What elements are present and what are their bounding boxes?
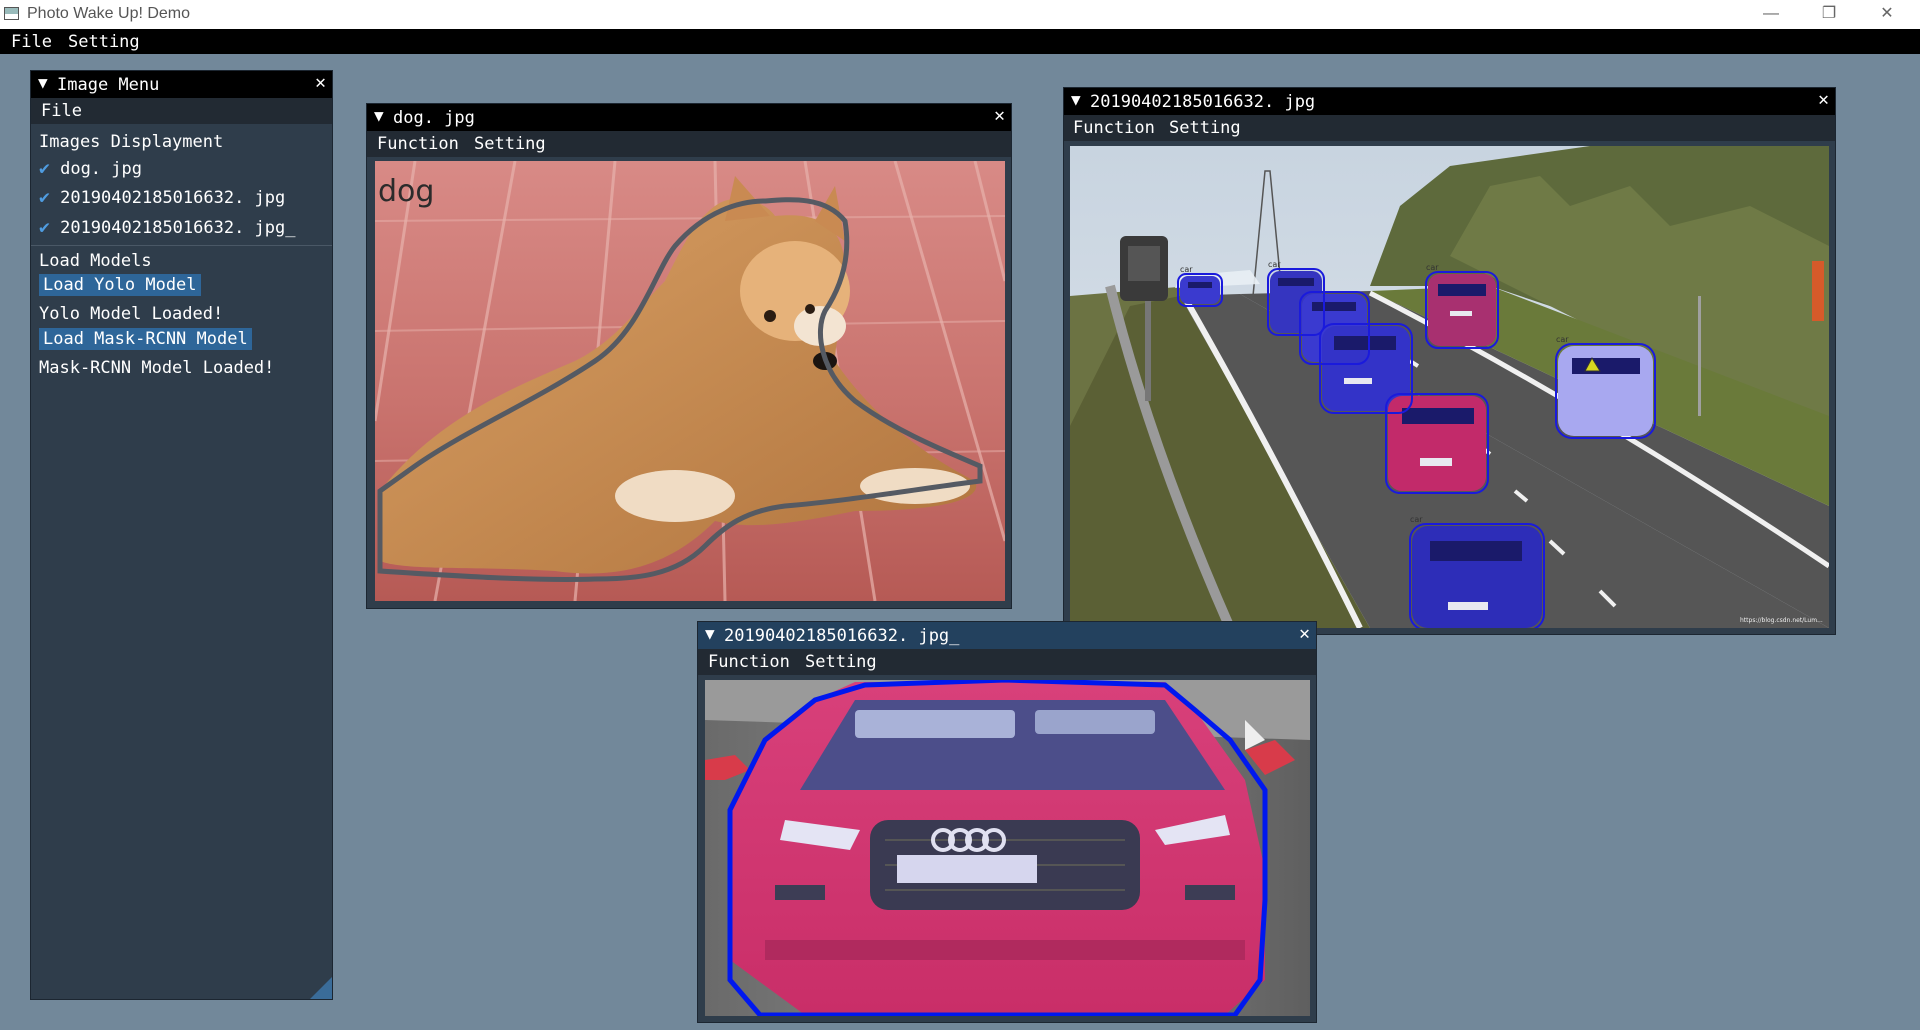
- image-item-traffic[interactable]: ✔ 20190402185016632. jpg: [39, 187, 285, 208]
- window-menu-bar: Function Setting: [698, 649, 1316, 675]
- detection-label: dog: [378, 174, 434, 209]
- panel-menu-bar: File: [31, 98, 332, 124]
- main-menu-bar: File Setting: [0, 29, 1920, 54]
- panel-menu-file[interactable]: File: [41, 101, 82, 121]
- window-title-bar[interactable]: ▼ 20190402185016632. jpg_ ✕: [698, 622, 1316, 649]
- menu-function[interactable]: Function: [377, 134, 459, 154]
- window-title: 20190402185016632. jpg: [1090, 92, 1316, 112]
- collapse-triangle-icon[interactable]: ▼: [38, 73, 48, 92]
- close-icon[interactable]: ✕: [1299, 623, 1310, 644]
- dog-image-window: ▼ dog. jpg ✕ Function Setting: [366, 103, 1012, 609]
- dog-image: dog: [375, 161, 1005, 601]
- images-header: Images Displayment: [39, 132, 224, 152]
- close-icon[interactable]: ✕: [1818, 89, 1829, 110]
- load-yolo-button[interactable]: Load Yolo Model: [39, 274, 201, 296]
- checkmark-icon: ✔: [39, 158, 50, 179]
- mask-rcnn-status: Mask-RCNN Model Loaded!: [39, 358, 275, 378]
- image-item-label: 20190402185016632. jpg: [60, 188, 286, 208]
- window-title: 20190402185016632. jpg_: [724, 626, 960, 646]
- close-icon[interactable]: ✕: [994, 105, 1005, 126]
- window-menu-bar: Function Setting: [1064, 115, 1835, 141]
- image-item-label: 20190402185016632. jpg_: [60, 218, 296, 238]
- detection-label: car: [1180, 265, 1193, 274]
- panel-title-bar[interactable]: ▼ Image Menu ✕: [31, 71, 332, 98]
- window-title-bar[interactable]: ▼ 20190402185016632. jpg ✕: [1064, 88, 1835, 115]
- image-item-dog[interactable]: ✔ dog. jpg: [39, 158, 142, 179]
- detection-label: car: [1426, 263, 1439, 272]
- traffic-image-window: ▼ 20190402185016632. jpg ✕ Function Sett…: [1063, 87, 1836, 635]
- divider: [31, 245, 332, 246]
- minimize-icon[interactable]: —: [1763, 5, 1779, 22]
- detection-label: car: [1556, 335, 1569, 344]
- panel-title: Image Menu: [57, 75, 160, 95]
- cropped-car-window: ▼ 20190402185016632. jpg_ ✕ Function Set…: [697, 621, 1317, 1023]
- yolo-status: Yolo Model Loaded!: [39, 304, 224, 324]
- image-menu-panel: ▼ Image Menu ✕ File Images Displayment ✔…: [30, 70, 333, 1000]
- collapse-triangle-icon[interactable]: ▼: [1071, 90, 1081, 109]
- checkmark-icon: ✔: [39, 217, 50, 238]
- resize-grip[interactable]: [310, 977, 332, 999]
- image-item-crop[interactable]: ✔ 20190402185016632. jpg_: [39, 217, 296, 238]
- window-title-bar[interactable]: ▼ dog. jpg ✕: [367, 104, 1011, 131]
- restore-icon[interactable]: ❐: [1821, 5, 1837, 22]
- detection-label: car: [1268, 260, 1281, 269]
- watermark: https://blog.csdn.net/Lum...: [1740, 617, 1823, 624]
- image-item-label: dog. jpg: [60, 159, 142, 179]
- close-icon[interactable]: ✕: [315, 72, 326, 93]
- window-menu-bar: Function Setting: [367, 131, 1011, 157]
- cropped-car-image: [705, 680, 1310, 1016]
- menu-setting[interactable]: Setting: [474, 134, 546, 154]
- menu-file[interactable]: File: [11, 32, 52, 52]
- menu-setting[interactable]: Setting: [68, 32, 140, 52]
- window-title: dog. jpg: [393, 108, 475, 128]
- traffic-image: car car car car car https://blog.csdn.ne…: [1070, 146, 1829, 628]
- checkmark-icon: ✔: [39, 187, 50, 208]
- app-title-bar: Photo Wake Up! Demo — ❐ ✕: [0, 0, 1920, 29]
- menu-setting[interactable]: Setting: [805, 652, 877, 672]
- menu-setting[interactable]: Setting: [1169, 118, 1241, 138]
- collapse-triangle-icon[interactable]: ▼: [705, 624, 715, 643]
- load-mask-rcnn-button[interactable]: Load Mask-RCNN Model: [39, 328, 252, 350]
- app-icon: [4, 7, 19, 20]
- collapse-triangle-icon[interactable]: ▼: [374, 106, 384, 125]
- menu-function[interactable]: Function: [1073, 118, 1155, 138]
- models-header: Load Models: [39, 251, 152, 271]
- close-icon[interactable]: ✕: [1880, 5, 1894, 22]
- detection-label: car: [1410, 515, 1423, 524]
- menu-function[interactable]: Function: [708, 652, 790, 672]
- app-title: Photo Wake Up! Demo: [27, 5, 191, 22]
